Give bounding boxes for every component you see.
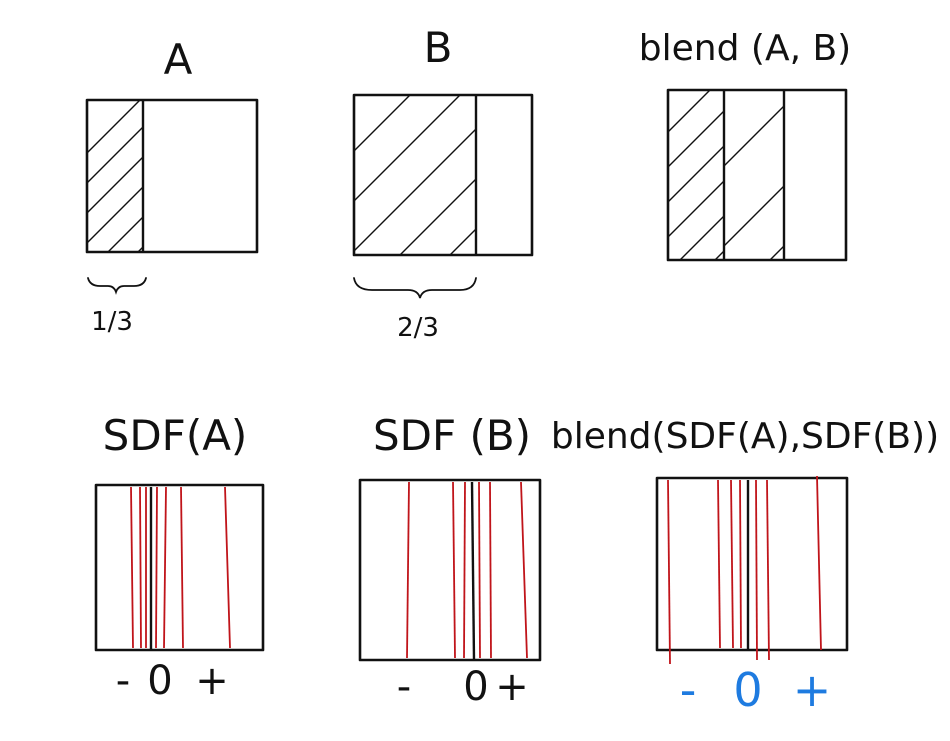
panel-sdf-blend-title: blend(SDF(A),SDF(B)) bbox=[551, 416, 939, 457]
sign-plus: + bbox=[195, 658, 229, 704]
contour-line bbox=[667, 479, 671, 665]
contour-line bbox=[463, 481, 466, 659]
panel-blend: blend (A, B) bbox=[639, 28, 851, 262]
panel-b-brace bbox=[353, 277, 477, 299]
contour-line bbox=[163, 486, 167, 649]
contour-line bbox=[224, 486, 231, 649]
panel-b-title: B bbox=[424, 23, 453, 72]
panel-sdf-b-zero-line bbox=[470, 481, 476, 661]
contour-line bbox=[489, 481, 492, 659]
panel-b: B 2/3 bbox=[352, 23, 534, 343]
panel-blend-title: blend (A, B) bbox=[639, 28, 851, 69]
panel-sdf-a-title: SDF(A) bbox=[103, 411, 248, 460]
sign-zero: 0 bbox=[733, 663, 762, 717]
contour-line bbox=[739, 479, 742, 649]
sign-minus: - bbox=[680, 663, 697, 717]
panel-b-fraction: 2/3 bbox=[397, 313, 439, 343]
panel-sdf-a-box bbox=[94, 483, 265, 652]
contour-line bbox=[452, 481, 456, 659]
contour-line bbox=[755, 479, 758, 661]
panel-sdf-b: SDF (B) - 0 + bbox=[358, 411, 542, 710]
panel-sdf-blend-contours bbox=[667, 475, 822, 665]
contour-line bbox=[717, 479, 721, 649]
contour-line bbox=[766, 479, 770, 661]
sign-zero: 0 bbox=[147, 658, 172, 704]
panel-a-box bbox=[85, 98, 259, 254]
contour-line bbox=[406, 481, 410, 659]
contour-line bbox=[816, 475, 822, 651]
sign-plus: + bbox=[495, 664, 529, 710]
panel-sdf-a-contours bbox=[130, 486, 231, 649]
panel-blend-box bbox=[666, 88, 848, 262]
panel-blend-hatch-sparse bbox=[724, 105, 784, 260]
panel-sdf-b-title: SDF (B) bbox=[373, 411, 531, 460]
contour-line bbox=[478, 481, 481, 659]
panel-a-fraction: 1/3 bbox=[91, 307, 133, 337]
contour-line bbox=[180, 486, 184, 649]
panel-b-box bbox=[352, 93, 534, 257]
contour-line bbox=[139, 486, 142, 649]
panel-a: A 1/3 bbox=[85, 35, 259, 337]
sign-minus: - bbox=[116, 658, 130, 704]
sign-minus: - bbox=[397, 664, 411, 710]
contour-line bbox=[520, 481, 528, 659]
sign-plus: + bbox=[793, 663, 832, 717]
contour-line bbox=[730, 479, 734, 649]
sign-zero: 0 bbox=[463, 664, 488, 710]
panel-a-title: A bbox=[164, 35, 193, 84]
panel-sdf-blend-box bbox=[655, 476, 849, 652]
panel-sdf-a: SDF(A) - 0 + bbox=[94, 411, 265, 704]
panel-b-hatch bbox=[354, 95, 476, 255]
panel-sdf-blend: blend(SDF(A),SDF(B)) - 0 + bbox=[551, 416, 939, 717]
panel-blend-hatch-dense bbox=[668, 90, 724, 260]
panel-a-hatch bbox=[87, 100, 143, 252]
panel-sdf-b-contours bbox=[406, 481, 528, 659]
panel-a-brace bbox=[87, 277, 147, 295]
contour-line bbox=[130, 486, 134, 649]
contour-line bbox=[155, 486, 158, 649]
panel-sdf-b-box bbox=[358, 478, 542, 662]
